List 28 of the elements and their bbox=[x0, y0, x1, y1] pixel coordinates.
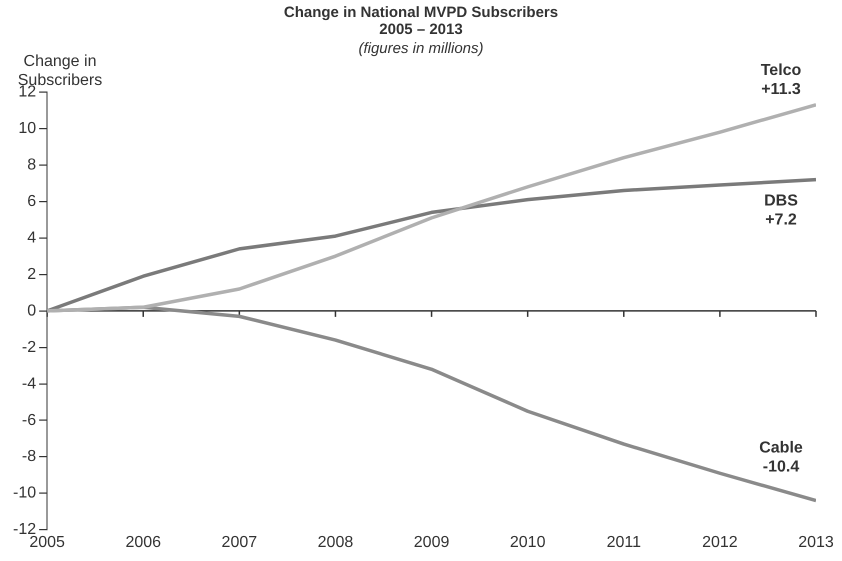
y-tick-label: -6 bbox=[22, 412, 36, 429]
y-tick-label: 8 bbox=[27, 156, 36, 174]
y-tick-label: -4 bbox=[22, 375, 36, 392]
x-tick-label: 2007 bbox=[222, 534, 258, 551]
series-label: Telco bbox=[760, 62, 802, 79]
y-tick-label: 4 bbox=[27, 229, 36, 246]
x-tick-label: 2006 bbox=[125, 534, 162, 551]
data-label: +7.2 bbox=[765, 212, 797, 229]
data-label: -10.4 bbox=[762, 458, 800, 476]
x-tick-label: 2008 bbox=[318, 534, 354, 551]
y-tick-label: 6 bbox=[27, 192, 36, 210]
y-tick-label: -10 bbox=[13, 484, 36, 502]
x-tick-label: 2013 bbox=[798, 534, 834, 551]
y-tick-label: 2 bbox=[27, 266, 36, 283]
data-label: +11.3 bbox=[761, 80, 801, 98]
x-tick-label: 2010 bbox=[510, 534, 546, 551]
x-tick-label: 2011 bbox=[606, 534, 642, 551]
y-tick-label: 0 bbox=[27, 302, 36, 320]
x-tick-label: 2012 bbox=[702, 534, 738, 551]
y-tick-label: 10 bbox=[18, 120, 36, 137]
series-label: Cable bbox=[759, 440, 803, 457]
chart-subtitle: (figures in millions) bbox=[358, 40, 484, 57]
series-label: DBS bbox=[764, 192, 798, 210]
chart-title: Change in National MVPD Subscribers 2005 – 2013 bbox=[282, 4, 560, 38]
y-tick-label: -2 bbox=[22, 338, 36, 356]
x-tick-label: 2005 bbox=[29, 534, 66, 551]
x-tick-label: 2009 bbox=[414, 534, 450, 551]
y-tick-label: -8 bbox=[22, 448, 36, 466]
